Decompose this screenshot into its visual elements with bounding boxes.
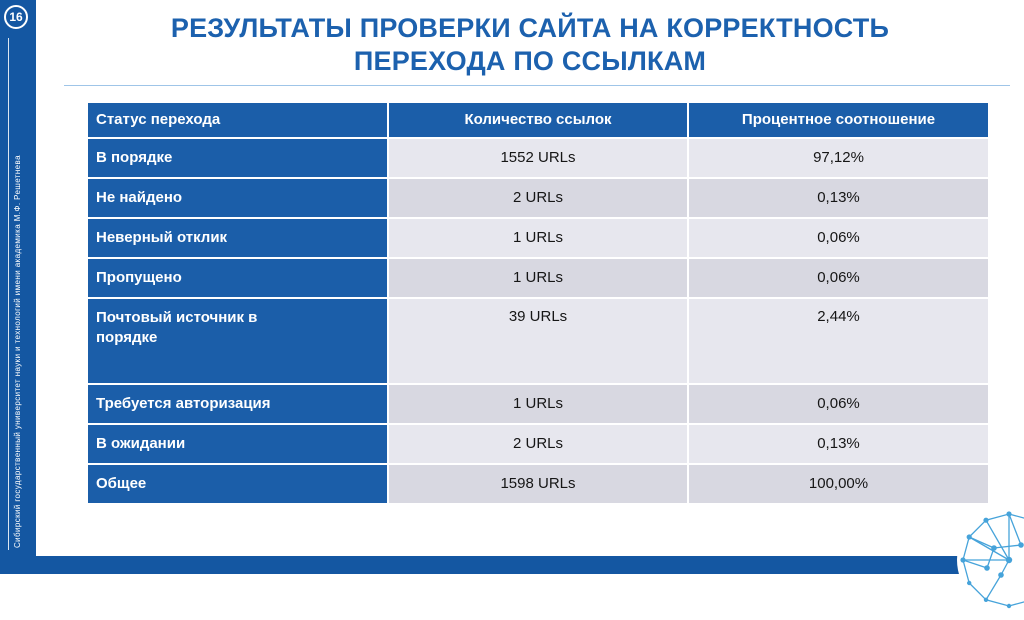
percent-cell: 100,00% [687, 462, 990, 505]
status-cell: Общее [86, 462, 389, 505]
percent-cell: 0,13% [687, 422, 990, 465]
column-header-percent: Процентное соотношение [687, 100, 990, 139]
table-row: В порядке 1552 URLs 97,12% [86, 136, 990, 179]
page-number: 16 [9, 10, 23, 24]
network-globe-icon [957, 508, 1024, 612]
status-cell: Почтовый источник в порядке [86, 296, 389, 385]
table-header-row: Статус перехода Количество ссылок Процен… [86, 100, 990, 139]
title-underline [64, 84, 1010, 86]
percent-cell: 0,13% [687, 176, 990, 219]
slide-content: РЕЗУЛЬТАТЫ ПРОВЕРКИ САЙТА НА КОРРЕКТНОСТ… [36, 0, 1024, 505]
count-cell: 1 URLs [387, 216, 689, 259]
status-cell: Пропущено [86, 256, 389, 299]
count-cell: 1 URLs [387, 382, 689, 425]
count-cell: 2 URLs [387, 422, 689, 465]
status-cell: В порядке [86, 136, 389, 179]
sidebar: 16 Сибирский государственный университет… [0, 0, 36, 574]
university-name-vertical-text: Сибирский государственный университет на… [13, 155, 22, 548]
status-cell: Требуется авторизация [86, 382, 389, 425]
table-row: Почтовый источник в порядке 39 URLs 2,44… [86, 296, 990, 385]
percent-cell: 0,06% [687, 216, 990, 259]
table-row: Неверный отклик 1 URLs 0,06% [86, 216, 990, 259]
status-cell: Неверный отклик [86, 216, 389, 259]
table-row: Общее 1598 URLs 100,00% [86, 462, 990, 505]
status-cell: Не найдено [86, 176, 389, 219]
sidebar-divider-line [8, 38, 9, 550]
percent-cell: 97,12% [687, 136, 990, 179]
table-row: Не найдено 2 URLs 0,13% [86, 176, 990, 219]
column-header-status: Статус перехода [86, 100, 389, 139]
count-cell: 1552 URLs [387, 136, 689, 179]
count-cell: 2 URLs [387, 176, 689, 219]
slide-title: РЕЗУЛЬТАТЫ ПРОВЕРКИ САЙТА НА КОРРЕКТНОСТ… [170, 13, 890, 76]
count-cell: 1598 URLs [387, 462, 689, 505]
percent-cell: 2,44% [687, 296, 990, 385]
page-number-badge: 16 [4, 5, 28, 29]
count-cell: 1 URLs [387, 256, 689, 299]
column-header-count: Количество ссылок [387, 100, 689, 139]
percent-cell: 0,06% [687, 382, 990, 425]
table-row: Требуется авторизация 1 URLs 0,06% [86, 382, 990, 425]
count-cell: 39 URLs [387, 296, 689, 385]
table-row: В ожидании 2 URLs 0,13% [86, 422, 990, 465]
bottom-bar [0, 556, 1024, 574]
link-check-results-table: Статус перехода Количество ссылок Процен… [86, 100, 990, 505]
status-cell: В ожидании [86, 422, 389, 465]
percent-cell: 0,06% [687, 256, 990, 299]
table-row: Пропущено 1 URLs 0,06% [86, 256, 990, 299]
